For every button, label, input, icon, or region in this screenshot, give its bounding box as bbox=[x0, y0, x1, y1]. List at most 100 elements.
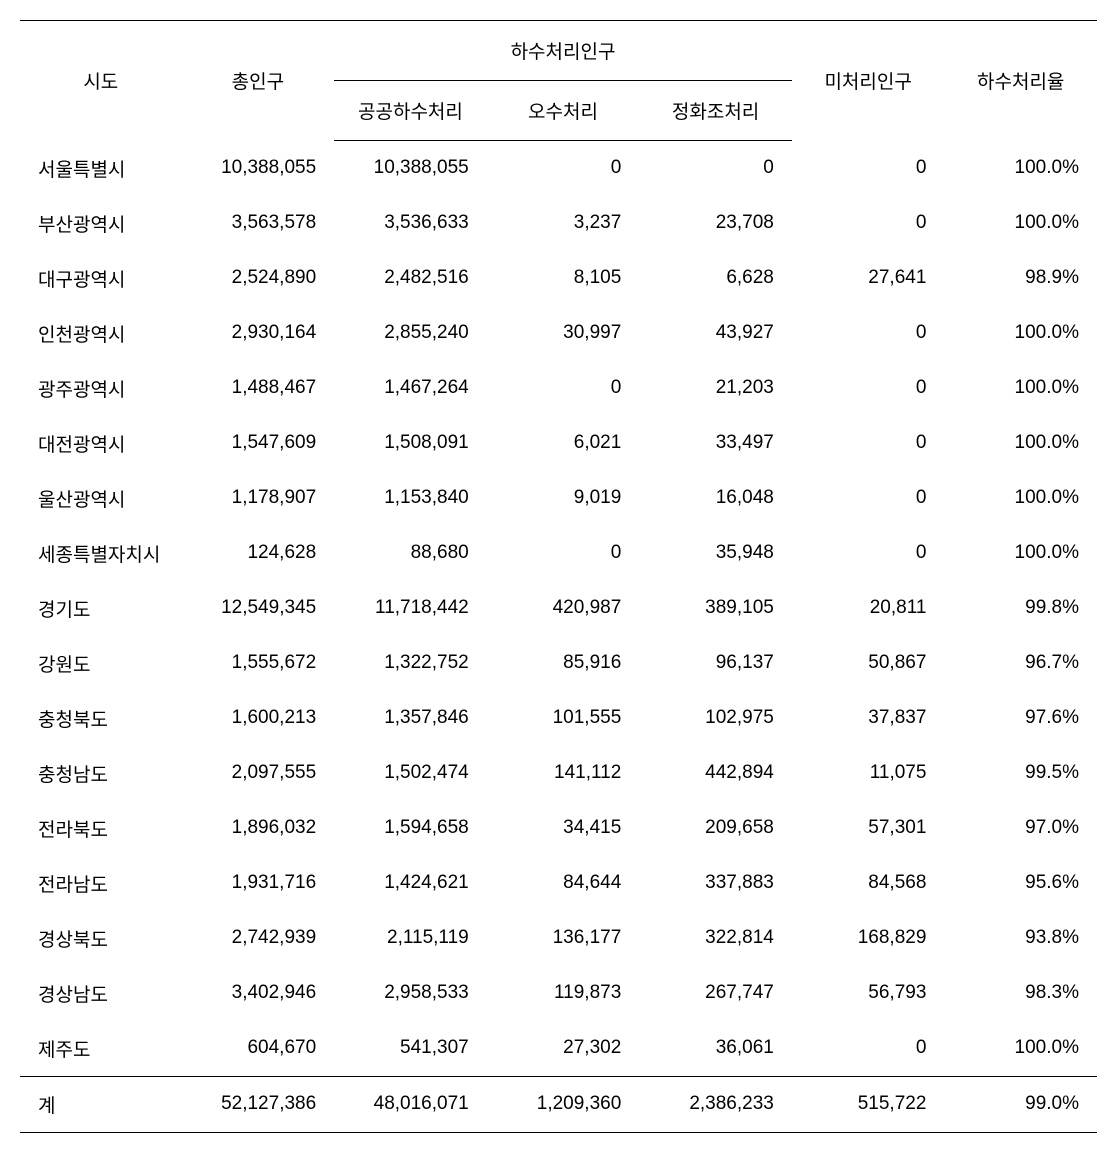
cell-region: 서울특별시 bbox=[20, 141, 182, 196]
cell-rate: 99.5% bbox=[944, 746, 1097, 801]
cell-septic: 442,894 bbox=[639, 746, 792, 801]
total-cell-septic: 2,386,233 bbox=[639, 1076, 792, 1132]
cell-untreated: 0 bbox=[792, 1021, 945, 1077]
table-row: 인천광역시2,930,1642,855,24030,99743,9270100.… bbox=[20, 306, 1097, 361]
cell-septic: 21,203 bbox=[639, 361, 792, 416]
cell-septic: 0 bbox=[639, 141, 792, 196]
table-row: 광주광역시1,488,4671,467,264021,2030100.0% bbox=[20, 361, 1097, 416]
cell-public: 2,855,240 bbox=[334, 306, 487, 361]
cell-region: 경상북도 bbox=[20, 911, 182, 966]
table-row: 경기도12,549,34511,718,442420,987389,10520,… bbox=[20, 581, 1097, 636]
cell-region: 인천광역시 bbox=[20, 306, 182, 361]
cell-septic: 337,883 bbox=[639, 856, 792, 911]
cell-region: 대전광역시 bbox=[20, 416, 182, 471]
cell-waste: 34,415 bbox=[487, 801, 640, 856]
cell-public: 1,424,621 bbox=[334, 856, 487, 911]
cell-untreated: 0 bbox=[792, 196, 945, 251]
cell-untreated: 11,075 bbox=[792, 746, 945, 801]
cell-region: 울산광역시 bbox=[20, 471, 182, 526]
cell-region: 전라남도 bbox=[20, 856, 182, 911]
cell-septic: 33,497 bbox=[639, 416, 792, 471]
cell-waste: 8,105 bbox=[487, 251, 640, 306]
cell-untreated: 56,793 bbox=[792, 966, 945, 1021]
cell-region: 강원도 bbox=[20, 636, 182, 691]
table-row: 전라북도1,896,0321,594,65834,415209,65857,30… bbox=[20, 801, 1097, 856]
cell-region: 부산광역시 bbox=[20, 196, 182, 251]
cell-septic: 36,061 bbox=[639, 1021, 792, 1077]
cell-total: 2,930,164 bbox=[182, 306, 335, 361]
cell-septic: 16,048 bbox=[639, 471, 792, 526]
header-septic: 정화조처리 bbox=[639, 81, 792, 141]
cell-untreated: 84,568 bbox=[792, 856, 945, 911]
total-cell-total: 52,127,386 bbox=[182, 1076, 335, 1132]
cell-rate: 95.6% bbox=[944, 856, 1097, 911]
cell-total: 604,670 bbox=[182, 1021, 335, 1077]
cell-public: 2,115,119 bbox=[334, 911, 487, 966]
cell-septic: 389,105 bbox=[639, 581, 792, 636]
table-total-row: 계52,127,38648,016,0711,209,3602,386,2335… bbox=[20, 1076, 1097, 1132]
cell-total: 1,178,907 bbox=[182, 471, 335, 526]
cell-public: 10,388,055 bbox=[334, 141, 487, 196]
cell-public: 1,508,091 bbox=[334, 416, 487, 471]
cell-waste: 85,916 bbox=[487, 636, 640, 691]
cell-total: 1,488,467 bbox=[182, 361, 335, 416]
cell-region: 경기도 bbox=[20, 581, 182, 636]
cell-region: 광주광역시 bbox=[20, 361, 182, 416]
cell-rate: 96.7% bbox=[944, 636, 1097, 691]
header-wastewater: 오수처리 bbox=[487, 81, 640, 141]
cell-untreated: 27,641 bbox=[792, 251, 945, 306]
header-rate: 하수처리율 bbox=[944, 21, 1097, 141]
cell-waste: 30,997 bbox=[487, 306, 640, 361]
cell-untreated: 0 bbox=[792, 416, 945, 471]
table-row: 경상남도3,402,9462,958,533119,873267,74756,7… bbox=[20, 966, 1097, 1021]
header-region: 시도 bbox=[20, 21, 182, 141]
table-row: 충청북도1,600,2131,357,846101,555102,97537,8… bbox=[20, 691, 1097, 746]
cell-waste: 119,873 bbox=[487, 966, 640, 1021]
cell-total: 1,555,672 bbox=[182, 636, 335, 691]
table-row: 제주도604,670541,30727,30236,0610100.0% bbox=[20, 1021, 1097, 1077]
cell-rate: 100.0% bbox=[944, 1021, 1097, 1077]
cell-waste: 101,555 bbox=[487, 691, 640, 746]
cell-region: 제주도 bbox=[20, 1021, 182, 1077]
cell-waste: 27,302 bbox=[487, 1021, 640, 1077]
cell-untreated: 0 bbox=[792, 471, 945, 526]
cell-septic: 35,948 bbox=[639, 526, 792, 581]
cell-public: 1,502,474 bbox=[334, 746, 487, 801]
cell-rate: 100.0% bbox=[944, 306, 1097, 361]
table-row: 부산광역시3,563,5783,536,6333,23723,7080100.0… bbox=[20, 196, 1097, 251]
table-row: 서울특별시10,388,05510,388,055000100.0% bbox=[20, 141, 1097, 196]
total-cell-public: 48,016,071 bbox=[334, 1076, 487, 1132]
cell-total: 1,931,716 bbox=[182, 856, 335, 911]
cell-untreated: 50,867 bbox=[792, 636, 945, 691]
cell-public: 1,467,264 bbox=[334, 361, 487, 416]
total-cell-region: 계 bbox=[20, 1076, 182, 1132]
cell-septic: 43,927 bbox=[639, 306, 792, 361]
table-row: 대구광역시2,524,8902,482,5168,1056,62827,6419… bbox=[20, 251, 1097, 306]
cell-public: 541,307 bbox=[334, 1021, 487, 1077]
table-row: 충청남도2,097,5551,502,474141,112442,89411,0… bbox=[20, 746, 1097, 801]
cell-total: 10,388,055 bbox=[182, 141, 335, 196]
table-row: 세종특별자치시124,62888,680035,9480100.0% bbox=[20, 526, 1097, 581]
cell-rate: 100.0% bbox=[944, 361, 1097, 416]
cell-total: 3,402,946 bbox=[182, 966, 335, 1021]
cell-septic: 267,747 bbox=[639, 966, 792, 1021]
cell-untreated: 0 bbox=[792, 306, 945, 361]
table-row: 전라남도1,931,7161,424,62184,644337,88384,56… bbox=[20, 856, 1097, 911]
cell-septic: 6,628 bbox=[639, 251, 792, 306]
cell-rate: 97.6% bbox=[944, 691, 1097, 746]
cell-total: 2,742,939 bbox=[182, 911, 335, 966]
cell-rate: 100.0% bbox=[944, 196, 1097, 251]
cell-public: 1,594,658 bbox=[334, 801, 487, 856]
cell-region: 세종특별자치시 bbox=[20, 526, 182, 581]
cell-public: 2,958,533 bbox=[334, 966, 487, 1021]
cell-rate: 99.8% bbox=[944, 581, 1097, 636]
cell-total: 2,097,555 bbox=[182, 746, 335, 801]
cell-untreated: 168,829 bbox=[792, 911, 945, 966]
cell-untreated: 0 bbox=[792, 141, 945, 196]
table-row: 경상북도2,742,9392,115,119136,177322,814168,… bbox=[20, 911, 1097, 966]
cell-untreated: 20,811 bbox=[792, 581, 945, 636]
cell-septic: 322,814 bbox=[639, 911, 792, 966]
cell-total: 1,547,609 bbox=[182, 416, 335, 471]
cell-rate: 93.8% bbox=[944, 911, 1097, 966]
cell-waste: 84,644 bbox=[487, 856, 640, 911]
